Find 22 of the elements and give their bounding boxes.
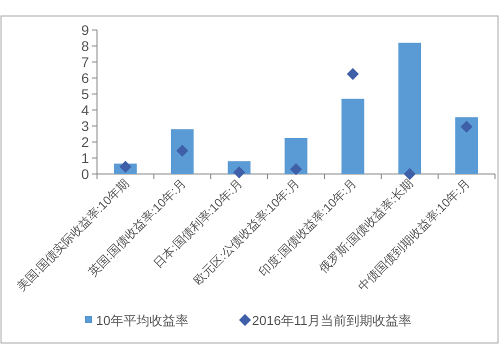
point [290,163,302,176]
point [346,68,359,80]
y-tick-label: 0 [81,166,90,182]
y-tick-label: 3 [81,118,90,134]
bar [284,138,308,174]
y-tick-label: 5 [81,86,90,102]
y-tick-label: 4 [81,102,90,118]
bar [398,42,422,174]
bar [170,129,194,174]
legend-label: 2016年11月当前到期收益率 [252,313,412,328]
y-tick-label: 6 [81,70,90,86]
y-tick-label: 8 [81,38,90,54]
bar [455,117,478,174]
y-tick-label: 9 [81,22,90,38]
y-tick-label: 1 [81,150,90,166]
point [404,168,416,180]
y-tick-label: 2 [81,134,90,150]
bar [341,98,364,174]
point [460,120,473,133]
y-tick-label: 7 [81,54,90,70]
point [119,160,132,173]
legend-label: 10年平均收益率 [96,313,188,328]
